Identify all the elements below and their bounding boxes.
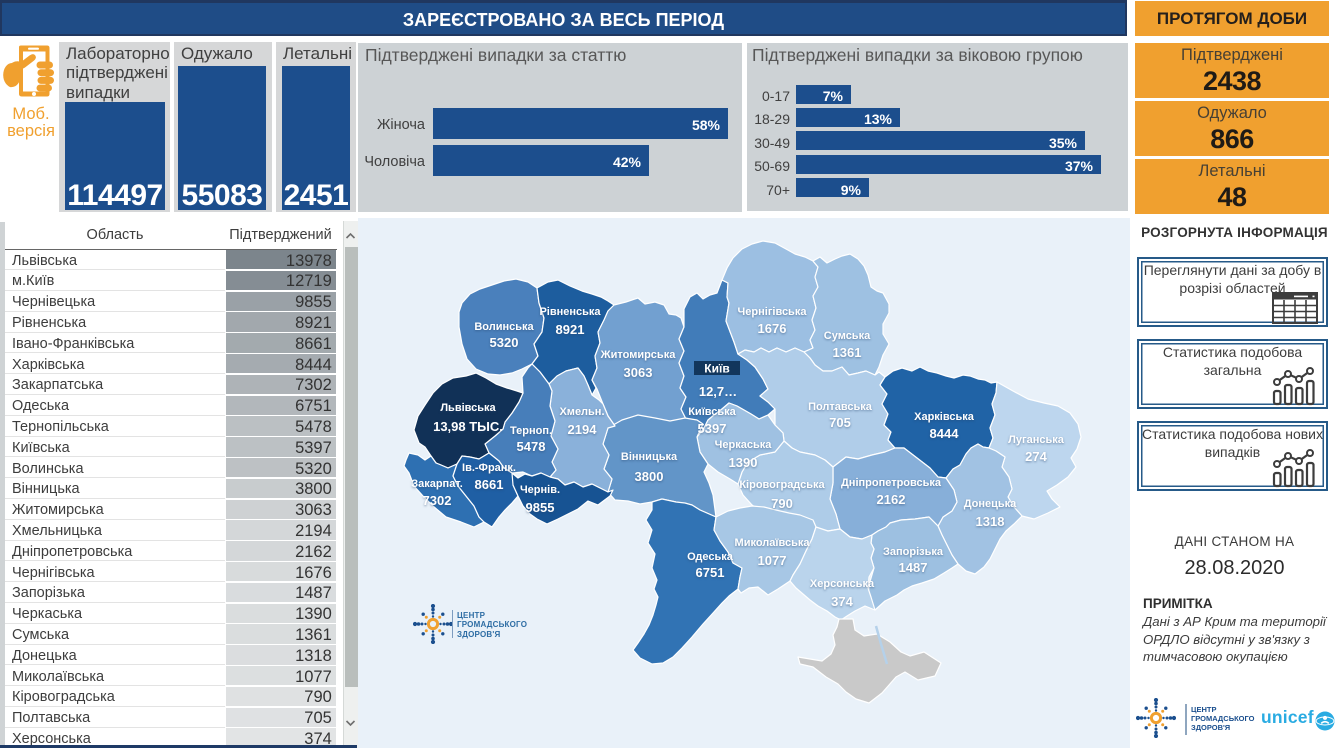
svg-text:8921: 8921 <box>556 322 585 337</box>
svg-text:6751: 6751 <box>696 565 725 580</box>
svg-text:Кіровоградська: Кіровоградська <box>739 479 825 491</box>
svg-text:Вінницька: Вінницька <box>621 451 678 463</box>
svg-text:3800: 3800 <box>635 469 664 484</box>
svg-text:Волинська: Волинська <box>474 321 534 333</box>
svg-text:Миколаївська: Миколаївська <box>735 537 811 549</box>
svg-text:8661: 8661 <box>475 477 504 492</box>
svg-text:2194: 2194 <box>568 422 598 437</box>
svg-text:274: 274 <box>1025 449 1047 464</box>
svg-text:Київська: Київська <box>688 406 736 418</box>
svg-text:705: 705 <box>829 415 851 430</box>
svg-text:Хмельн.: Хмельн. <box>559 406 604 418</box>
svg-text:1676: 1676 <box>758 321 787 336</box>
svg-text:2162: 2162 <box>877 492 906 507</box>
svg-text:1390: 1390 <box>729 455 758 470</box>
svg-text:Ів.-Франк.: Ів.-Франк. <box>462 462 516 474</box>
svg-text:Львівська: Львівська <box>440 402 496 414</box>
svg-text:Луганська: Луганська <box>1008 434 1065 446</box>
svg-text:1318: 1318 <box>976 514 1005 529</box>
svg-text:Сумська: Сумська <box>824 330 871 342</box>
svg-text:7302: 7302 <box>423 493 452 508</box>
svg-text:5320: 5320 <box>490 335 519 350</box>
svg-text:12,7…: 12,7… <box>699 384 737 399</box>
svg-text:1077: 1077 <box>758 553 787 568</box>
svg-text:9855: 9855 <box>526 500 555 515</box>
svg-text:Закарпат.: Закарпат. <box>411 478 463 490</box>
svg-text:1487: 1487 <box>899 560 928 575</box>
svg-text:Дніпропетровська: Дніпропетровська <box>841 477 942 489</box>
svg-text:1361: 1361 <box>833 345 862 360</box>
svg-text:790: 790 <box>771 496 793 511</box>
svg-text:Терноп.: Терноп. <box>510 425 552 437</box>
svg-text:Рівненська: Рівненська <box>539 306 601 318</box>
svg-text:Чернів.: Чернів. <box>520 484 560 496</box>
svg-text:3063: 3063 <box>624 365 653 380</box>
svg-text:Харківська: Харківська <box>914 411 975 423</box>
svg-text:Київ: Київ <box>704 362 729 376</box>
svg-text:Житомирська: Житомирська <box>600 349 677 361</box>
svg-text:Черкаська: Черкаська <box>715 439 773 451</box>
svg-text:Одеська: Одеська <box>687 551 734 563</box>
svg-text:Чернігівська: Чернігівська <box>738 306 808 318</box>
svg-text:Херсонська: Херсонська <box>810 578 875 590</box>
svg-text:5478: 5478 <box>517 439 546 454</box>
svg-text:5397: 5397 <box>698 421 727 436</box>
svg-text:13,98 ТЫС.: 13,98 ТЫС. <box>433 419 503 434</box>
svg-text:374: 374 <box>831 594 853 609</box>
svg-text:Полтавська: Полтавська <box>808 401 873 413</box>
svg-text:8444: 8444 <box>930 426 960 441</box>
svg-text:Донецька: Донецька <box>964 498 1017 510</box>
svg-text:Запорізька: Запорізька <box>883 546 944 558</box>
